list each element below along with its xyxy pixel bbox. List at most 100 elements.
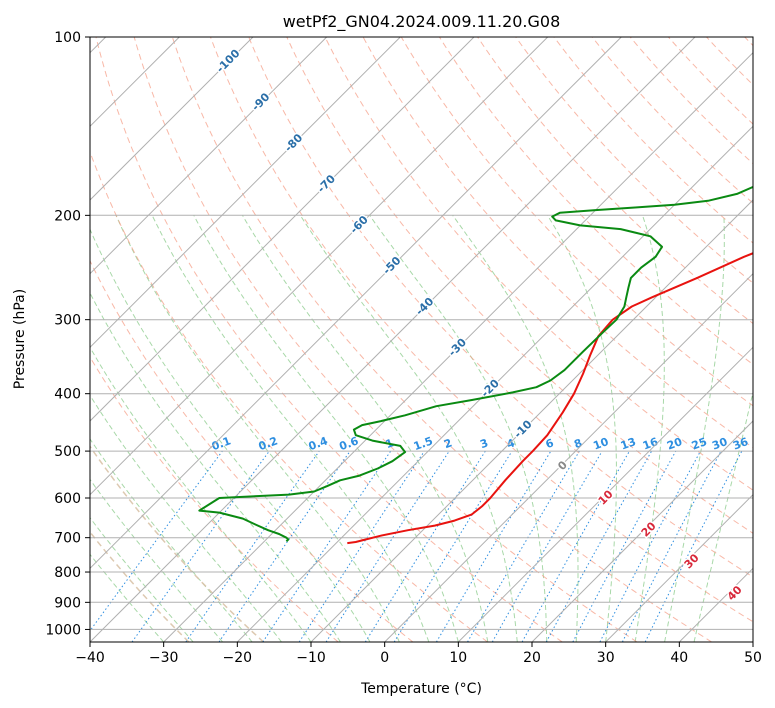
moist-adiabat-line [115, 215, 400, 642]
x-tick-label: 20 [523, 650, 541, 666]
moist-adiabat-line [90, 438, 253, 642]
moist-adiabat-line [634, 215, 665, 642]
moist-adiabat-line [90, 553, 165, 642]
moist-adiabat-line [90, 516, 194, 642]
mixing-ratio-label: 0.1 [210, 434, 233, 453]
mixing-ratio-line [491, 450, 603, 642]
dry-adiabat-line [629, 37, 753, 165]
mixing-ratio-label: 16 [641, 435, 660, 453]
mixing-ratio-line [364, 450, 486, 642]
mixing-ratio-label: 6 [544, 436, 556, 451]
y-tick-label: 500 [54, 444, 81, 460]
mixing-ratio-line [521, 450, 630, 642]
mixing-ratio-line [131, 450, 270, 642]
isotherm-line [163, 51, 753, 642]
isotherm-line [90, 37, 328, 275]
isotherm-line [90, 37, 475, 422]
mixing-ratio-label: 8 [572, 436, 584, 451]
dry-adiabat-line [133, 37, 638, 642]
moist-adiabat-line [547, 215, 617, 642]
pressure-gridlines [90, 37, 753, 630]
isotherm-line [531, 420, 753, 642]
mixing-ratio-label: 4 [505, 436, 517, 451]
dry-adiabat-line [324, 37, 753, 491]
mixing-ratio-label: 0.2 [257, 434, 280, 453]
isotherm-line [90, 37, 549, 496]
isotherm-line [90, 37, 622, 570]
isotherm-line [236, 125, 753, 642]
x-axis-ticks: −40 −30 −20 −10 0 10 20 30 40 50 [75, 642, 762, 666]
dry-adiabat-line [95, 37, 563, 642]
mixing-ratio-line [90, 450, 223, 632]
isotherm-line [310, 199, 753, 642]
moist-adiabat-line [151, 215, 430, 642]
dry-adiabat-line [90, 259, 414, 642]
y-axis-label: Pressure (hPa) [12, 289, 28, 389]
mixing-ratio-line [467, 450, 580, 642]
chart-title: wetPf2_GN04.2024.009.11.20.G08 [283, 12, 561, 32]
isotherm-line [605, 493, 753, 642]
mixing-ratio-line [325, 450, 450, 642]
y-tick-label: 200 [54, 208, 81, 224]
dry-adiabat-line [515, 37, 753, 284]
x-tick-label: −40 [75, 650, 105, 666]
isotherm-line [90, 37, 401, 349]
x-tick-label: −30 [149, 650, 179, 666]
x-tick-label: 40 [670, 650, 688, 666]
isotherm-line [90, 37, 254, 201]
moist-adiabat-line [693, 390, 753, 642]
dry-adiabat-line [477, 37, 753, 325]
mixing-ratio-label: 36 [731, 435, 750, 453]
y-tick-label: 1000 [45, 622, 81, 638]
moist-adiabat-line [193, 215, 459, 642]
mixing-ratio-line [185, 450, 320, 642]
dry-adiabat-line [591, 37, 753, 204]
dry-adiabat-line [210, 37, 753, 623]
mixing-ratio-label: 25 [690, 435, 709, 452]
mixing-ratio-label: 30 [710, 435, 729, 453]
mixing-ratio-label: 3 [478, 436, 490, 451]
mixing-ratio-line [393, 450, 513, 642]
x-tick-label: 30 [597, 650, 615, 666]
mixing-ratio-label: 1.5 [412, 434, 435, 453]
mixing-ratio-line [572, 450, 677, 642]
y-axis-ticks: 100 200 300 400 500 600 700 800 900 1000 [45, 30, 90, 638]
x-tick-label: −20 [223, 650, 253, 666]
y-tick-label: 600 [54, 491, 81, 507]
moist-adiabat-line [664, 215, 725, 642]
mixing-ratio-label: 13 [619, 435, 638, 452]
plot-frame [89, 36, 754, 643]
sounding-profiles [198, 185, 753, 545]
isotherm-line [90, 37, 696, 642]
x-tick-label: 50 [744, 650, 762, 666]
isotherm-line [457, 346, 753, 642]
x-tick-label: 0 [380, 650, 389, 666]
mixing-ratio-line [218, 450, 351, 642]
moist-adiabat-line [90, 292, 341, 642]
mixing-ratio-label: 0.6 [338, 434, 361, 453]
y-tick-label: 700 [54, 531, 81, 547]
mixing-ratio-label: 20 [665, 435, 684, 453]
x-axis-label: Temperature (°C) [360, 681, 482, 697]
y-tick-label: 900 [54, 595, 81, 611]
x-tick-label: −10 [296, 650, 326, 666]
temperature-line [347, 252, 753, 545]
x-tick-label: 10 [449, 650, 467, 666]
mixing-ratio-label: 2 [442, 436, 454, 451]
y-tick-label: 300 [54, 313, 81, 329]
isotherm-line [384, 272, 753, 642]
mixing-ratio-label: 0.4 [307, 434, 330, 453]
y-tick-label: 100 [54, 30, 81, 46]
dewpoint-line [198, 185, 753, 543]
dry-adiabat-line [171, 37, 712, 642]
dry-adiabat-line [248, 37, 753, 578]
dry-adiabat-line [90, 445, 265, 642]
mixing-ratio-label: 10 [591, 435, 610, 453]
dry-adiabat-line [400, 37, 753, 407]
skewed-isotherms [90, 37, 753, 642]
y-tick-label: 800 [54, 565, 81, 581]
moist-adiabat-line [299, 215, 518, 642]
y-tick-label: 400 [54, 387, 81, 403]
